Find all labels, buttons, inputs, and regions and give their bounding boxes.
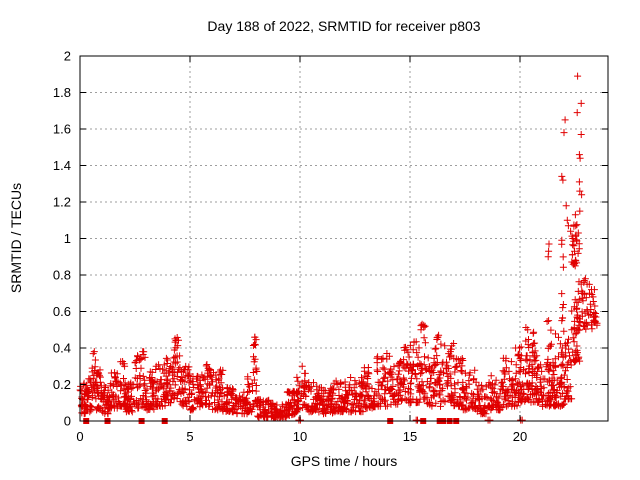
y-tick-label: 1.6: [53, 122, 71, 137]
y-tick-label: 1.4: [53, 158, 71, 173]
x-tick-label: 20: [513, 429, 527, 444]
y-tick-label: 1.8: [53, 85, 71, 100]
y-tick-label: 2: [64, 49, 71, 64]
scatter-points: [76, 72, 601, 424]
y-tick-labels: 0 0.2 0.4 0.6 0.8 1 1.2 1.4 1.6 1.8 2: [53, 49, 71, 429]
x-tick-labels: 0 5 10 15 20: [76, 429, 527, 444]
x-tick-label: 0: [76, 429, 83, 444]
y-tick-label: 0.6: [53, 304, 71, 319]
y-axis-label: SRMTID / TECUs: [8, 183, 24, 293]
x-axis-label: GPS time / hours: [291, 453, 398, 469]
chart-title: Day 188 of 2022, SRMTID for receiver p80…: [207, 18, 480, 34]
y-tick-label: 0.4: [53, 341, 71, 356]
x-tick-label: 15: [403, 429, 417, 444]
y-tick-label: 0.8: [53, 268, 71, 283]
y-tick-label: 1: [64, 231, 71, 246]
axis-ticks: [79, 55, 608, 422]
y-tick-label: 0.2: [53, 377, 71, 392]
x-tick-label: 10: [293, 429, 307, 444]
y-tick-label: 0: [64, 414, 71, 429]
x-tick-label: 5: [186, 429, 193, 444]
y-tick-label: 1.2: [53, 195, 71, 210]
zero-square-markers: [83, 418, 460, 424]
